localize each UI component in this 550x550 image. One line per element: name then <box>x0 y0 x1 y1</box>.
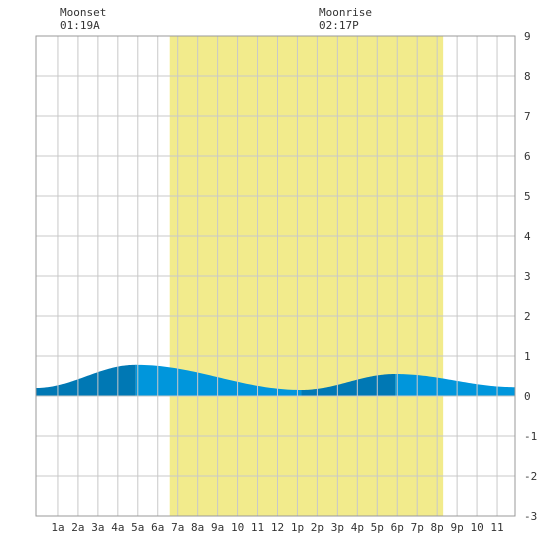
x-tick-label: 8a <box>191 521 204 534</box>
x-tick-label: 5p <box>371 521 384 534</box>
moonset-title: Moonset <box>60 6 107 19</box>
y-tick-label: 1 <box>524 350 531 363</box>
x-tick-label: 2p <box>311 521 324 534</box>
moonrise-title: Moonrise <box>319 6 372 19</box>
y-tick-label: 7 <box>524 110 531 123</box>
y-tick-label: 3 <box>524 270 531 283</box>
tide-segment <box>301 374 396 396</box>
x-tick-label: 10 <box>470 521 483 534</box>
tide-segment <box>36 364 136 396</box>
x-tick-label: 9a <box>211 521 224 534</box>
y-tick-label: 9 <box>524 30 531 43</box>
y-tick-label: -1 <box>524 430 537 443</box>
x-tick-label: 1a <box>51 521 64 534</box>
tide-segment <box>395 374 515 396</box>
x-tick-label: 7a <box>171 521 184 534</box>
x-tick-label: 9p <box>450 521 463 534</box>
x-tick-label: 3a <box>91 521 104 534</box>
x-tick-label: 1p <box>291 521 304 534</box>
moonset-time: 01:19A <box>60 19 100 32</box>
x-tick-label: 12 <box>271 521 284 534</box>
x-tick-label: 11 <box>490 521 503 534</box>
y-tick-label: 2 <box>524 310 531 323</box>
moonrise-time: 02:17P <box>319 19 359 32</box>
x-tick-label: 4a <box>111 521 124 534</box>
x-tick-label: 6p <box>391 521 404 534</box>
x-tick-label: 4p <box>351 521 364 534</box>
x-tick-label: 7p <box>411 521 424 534</box>
y-tick-label: -3 <box>524 510 537 523</box>
y-tick-label: 6 <box>524 150 531 163</box>
y-tick-label: 5 <box>524 190 531 203</box>
y-tick-label: 8 <box>524 70 531 83</box>
moonset-label: Moonset 01:19A <box>60 6 106 32</box>
plot-frame <box>35 35 516 517</box>
moonrise-label: Moonrise 02:17P <box>319 6 372 32</box>
x-tick-label: 11 <box>251 521 264 534</box>
y-tick-label: 4 <box>524 230 531 243</box>
x-tick-label: 2a <box>71 521 84 534</box>
x-tick-label: 5a <box>131 521 144 534</box>
y-tick-label: 0 <box>524 390 531 403</box>
x-tick-label: 10 <box>231 521 244 534</box>
x-tick-label: 3p <box>331 521 344 534</box>
x-tick-label: 6a <box>151 521 164 534</box>
x-tick-label: 8p <box>431 521 444 534</box>
y-tick-label: -2 <box>524 470 537 483</box>
